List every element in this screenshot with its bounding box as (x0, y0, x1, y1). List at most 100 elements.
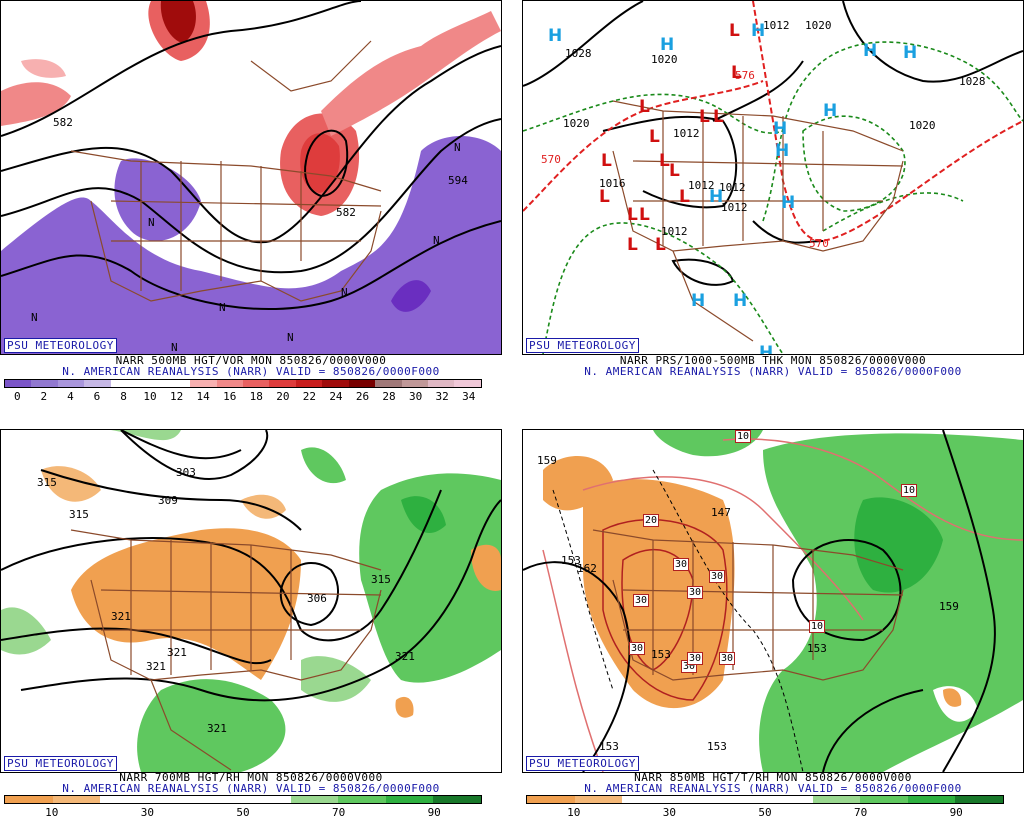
height-label: 315 (371, 573, 391, 586)
colorbar-tick-label: 50 (236, 806, 250, 819)
height-label: 303 (176, 466, 196, 479)
colorbar-swatch (295, 380, 323, 387)
low-pressure-marker: L (699, 107, 710, 127)
colorbar-swatch (52, 796, 101, 803)
height-label: 162 (577, 562, 597, 575)
colorbar-tick-label: 28 (382, 390, 396, 403)
colorbar-swatch (147, 796, 196, 803)
psu-meteorology-badge: PSU METEOROLOGY (4, 338, 117, 353)
panel-mslp-thickness: 1028 1020 1020 1012 1012 1012 1016 1012 … (522, 0, 1024, 410)
low-pressure-marker: L (655, 235, 666, 255)
high-pressure-marker: H (863, 41, 878, 61)
high-pressure-marker: H (751, 21, 766, 41)
rh-colorbar-ticks: 10 30 50 70 90 (526, 806, 1004, 819)
isobar-label: 1028 (959, 75, 986, 88)
low-marker: N (454, 141, 461, 154)
low-marker: N (148, 216, 155, 229)
colorbar-swatch (433, 796, 481, 803)
low-pressure-marker: L (659, 151, 670, 171)
isobar-label: 1012 (721, 201, 748, 214)
colorbar-swatch (5, 380, 32, 387)
height-label: 306 (307, 592, 327, 605)
colorbar-swatch (84, 380, 111, 387)
low-pressure-marker: L (731, 63, 742, 83)
height-label: 153 (707, 740, 727, 753)
colorbar-swatch (717, 796, 765, 803)
colorbar-swatch (764, 796, 813, 803)
colorbar-swatch (290, 796, 339, 803)
low-pressure-marker: L (669, 161, 680, 181)
temperature-label: 30 (687, 652, 704, 665)
high-pressure-marker: H (733, 291, 748, 311)
height-label: 153 (599, 740, 619, 753)
colorbar-tick-label: 12 (169, 390, 184, 403)
colorbar-swatch (163, 380, 191, 387)
isobar-label: 1020 (563, 117, 590, 130)
height-label: 321 (146, 660, 166, 673)
height-label: 321 (167, 646, 187, 659)
colorbar-tick-label: 20 (276, 390, 290, 403)
height-label: 321 (111, 610, 131, 623)
height-label: 582 (336, 206, 356, 219)
colorbar-tick-label: 2 (40, 390, 48, 403)
low-marker: N (287, 331, 294, 344)
rh-colorbar-ticks: 10 30 50 70 90 (4, 806, 482, 819)
colorbar-swatch (907, 796, 956, 803)
panel-caption-product: NARR PRS/1000-500MB THK MON 850826/0000V… (619, 354, 927, 367)
high-pressure-marker: H (548, 26, 563, 46)
psu-meteorology-badge: PSU METEOROLOGY (4, 756, 117, 771)
colorbar-swatch (812, 796, 861, 803)
colorbar-swatch (242, 796, 291, 803)
colorbar-tick-label: 0 (13, 390, 21, 403)
low-pressure-marker: L (639, 97, 650, 117)
map-700mb-rh: 315 315 303 309 321 321 321 306 315 321 … (0, 429, 502, 773)
low-marker: N (341, 286, 348, 299)
low-pressure-marker: L (601, 151, 612, 171)
colorbar-tick-label: 70 (853, 806, 868, 819)
height-label: 594 (448, 174, 468, 187)
low-pressure-marker: L (627, 205, 638, 225)
colorbar-tick-label: 4 (67, 390, 74, 403)
colorbar-swatch (216, 380, 243, 387)
colorbar-swatch (385, 796, 434, 803)
isobar-label: 1020 (651, 53, 678, 66)
low-marker: N (433, 234, 440, 247)
isobar-label: 1028 (565, 47, 592, 60)
map-850mb-temp-rh: 159 153 162 147 153 153 153 159 153 10 20… (522, 429, 1024, 773)
low-pressure-marker: L (627, 235, 638, 255)
colorbar-tick-label: 90 (949, 806, 963, 819)
panel-caption-product: NARR 700MB HGT/RH MON 850826/0000V000 (119, 771, 383, 784)
colorbar-swatch (57, 380, 85, 387)
panel-caption-product: NARR 500MB HGT/VOR MON 850826/0000V000 (115, 354, 387, 367)
isobar-label: 1020 (909, 119, 936, 132)
temperature-label: 10 (901, 484, 918, 497)
thickness-label: 570 (541, 153, 561, 166)
height-label: 153 (651, 648, 671, 661)
colorbar-swatch (31, 380, 58, 387)
panel-caption-valid: N. AMERICAN REANALYSIS (NARR) VALID = 85… (584, 782, 962, 795)
isobar-label: 1012 (661, 225, 688, 238)
colorbar-swatch (137, 380, 164, 387)
height-label: 315 (69, 508, 89, 521)
colorbar-tick-label: 22 (302, 390, 316, 403)
isobar-label: 1012 (688, 179, 715, 192)
panel-500mb-vorticity: 582 594 582 N N N N N N N N PSU METEOROL… (0, 0, 502, 410)
height-label: 147 (711, 506, 731, 519)
temperature-label: 30 (633, 594, 650, 607)
low-pressure-marker: L (679, 187, 690, 207)
isobar-label: 1012 (673, 127, 700, 140)
panel-caption-valid: N. AMERICAN REANALYSIS (NARR) VALID = 85… (584, 365, 962, 378)
height-label: 309 (158, 494, 178, 507)
thickness-label: 570 (809, 237, 829, 250)
high-pressure-marker: H (709, 187, 724, 207)
temperature-label: 30 (719, 652, 736, 665)
height-label: 153 (807, 642, 827, 655)
colorbar-swatch (100, 796, 148, 803)
low-pressure-marker: L (649, 127, 660, 147)
isobar-label: 1012 (719, 181, 746, 194)
colorbar-tick-label: 10 (567, 806, 581, 819)
panel-caption-valid: N. AMERICAN REANALYSIS (NARR) VALID = 85… (62, 365, 440, 378)
low-marker: N (31, 311, 38, 324)
temperature-label: 10 (809, 620, 826, 633)
colorbar-swatch (574, 796, 623, 803)
